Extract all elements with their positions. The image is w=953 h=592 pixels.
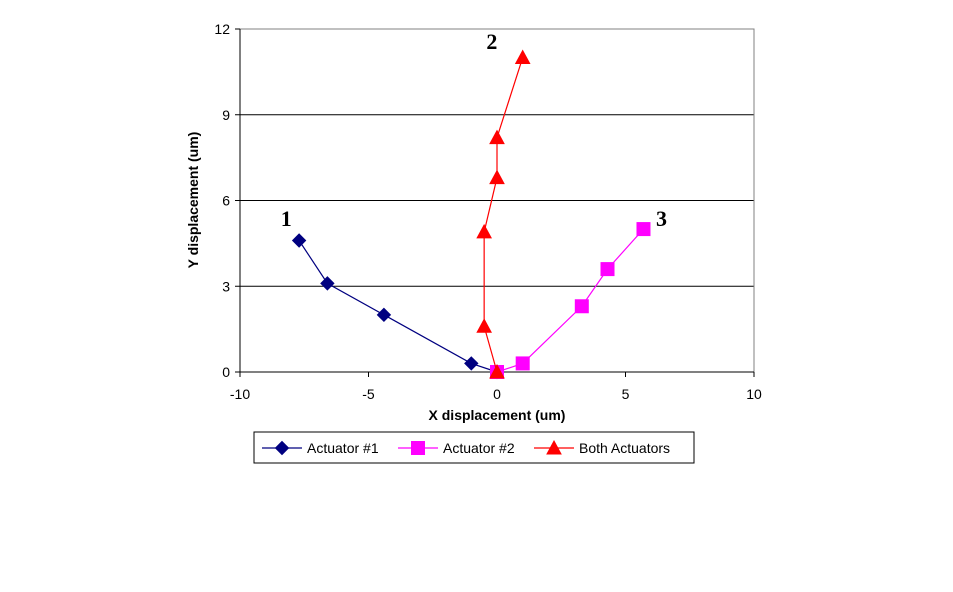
- y-tick-label-3: 9: [222, 107, 230, 123]
- annotation-3: 3: [656, 206, 667, 231]
- series-3: [476, 49, 531, 379]
- y-tick-label-0: 0: [222, 364, 230, 380]
- annotation-1: 1: [281, 206, 292, 231]
- data-point-s2-2: [574, 299, 589, 314]
- y-tick-label-2: 6: [222, 193, 230, 209]
- data-point-s2-4: [636, 222, 651, 237]
- data-point-s1-4: [291, 233, 307, 248]
- data-point-s1-1: [464, 356, 479, 371]
- legend-label-1: Actuator #1: [307, 440, 379, 456]
- data-point-s3-3: [489, 169, 505, 185]
- series-layer: [291, 49, 651, 380]
- x-tick-label-1: -5: [362, 386, 375, 402]
- data-point-s3-5: [514, 49, 531, 65]
- x-axis-title: X displacement (um): [429, 407, 566, 423]
- legend-item-1: Actuator #1: [262, 440, 379, 456]
- legend: Actuator #1 Actuator #2 Both Actuators: [253, 431, 695, 464]
- y-tick-label-4: 12: [214, 21, 230, 37]
- legend-swatch-marker-3: [546, 439, 562, 455]
- x-tick-label-3: 5: [622, 386, 630, 402]
- data-point-s2-3: [600, 262, 615, 277]
- legend-label-3: Both Actuators: [579, 440, 670, 456]
- data-point-s3-0: [489, 363, 505, 379]
- legend-item-2: Actuator #2: [398, 440, 515, 456]
- x-tick-label-0: -10: [230, 386, 250, 402]
- legend-swatch-marker-2: [411, 441, 425, 455]
- series-line-1: [298, 240, 498, 373]
- series-2: [490, 222, 651, 379]
- legend-swatch-marker-1: [274, 440, 290, 456]
- data-point-s3-4: [489, 129, 505, 145]
- series-1: [291, 233, 505, 380]
- data-point-s1-3: [320, 276, 335, 291]
- series-line-2: [496, 228, 644, 373]
- data-point-s3-1: [476, 318, 492, 333]
- annotation-layer: 1 2 3: [281, 29, 667, 231]
- y-tick-label-1: 3: [222, 278, 230, 294]
- legend-items: Actuator #1 Actuator #2 Both Actuators: [262, 439, 670, 456]
- data-point-s2-1: [515, 356, 530, 371]
- data-point-s1-2: [376, 307, 392, 323]
- x-tick-label-4: 10: [746, 386, 762, 402]
- x-tick-label-2: 0: [493, 386, 501, 402]
- legend-box: [253, 431, 695, 464]
- series-line-3: [483, 57, 524, 373]
- y-axis-title: Y displacement (um): [185, 132, 201, 269]
- data-point-s3-2: [476, 223, 492, 239]
- legend-label-2: Actuator #2: [443, 440, 515, 456]
- legend-item-3: Both Actuators: [534, 439, 670, 456]
- annotation-2: 2: [486, 29, 497, 54]
